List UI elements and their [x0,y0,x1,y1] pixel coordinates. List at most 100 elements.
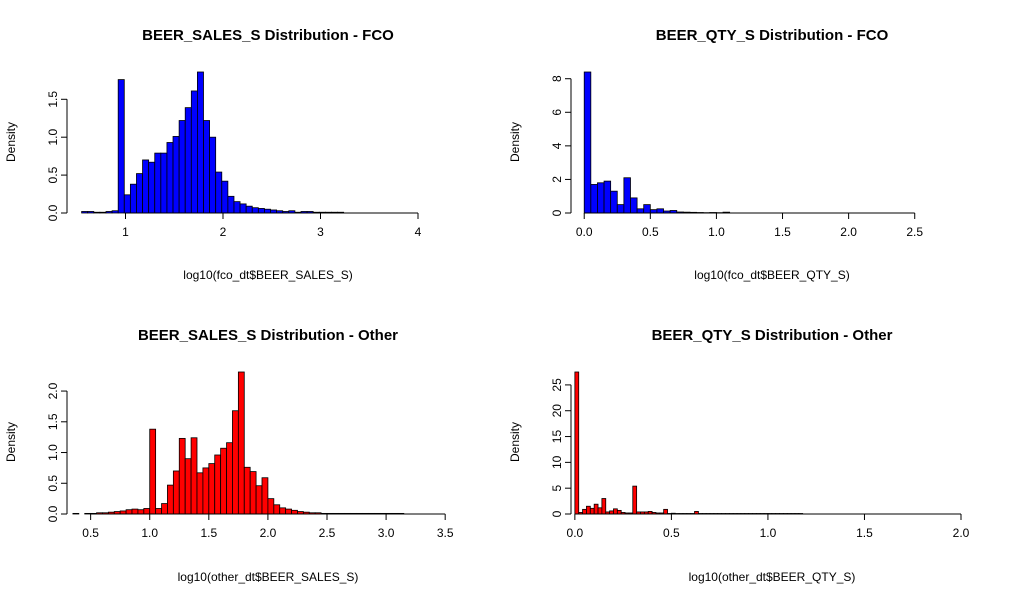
histogram-bar [663,508,668,515]
histogram-bar [245,205,253,214]
histogram-bar [632,485,638,515]
histogram-bar [630,197,638,214]
histogram-bar [209,136,217,214]
histogram-bar [656,208,664,214]
y-tick-label: 5 [550,485,564,492]
x-axis: 0.0 0.5 1.0 1.5 2.0 [567,513,970,540]
chart-title: BEER_SALES_S Distribution - FCO [142,27,394,44]
histogram-bar [136,173,143,214]
histogram-bar [603,180,612,214]
x-tick-label: 2.0 [260,526,277,540]
y-axis: 0.0 0.5 1.0 1.5 [46,91,68,221]
histogram-bar [279,507,287,515]
histogram-bar [239,203,247,214]
y-axis: 0.0 0.5 1.0 1.5 2.0 [46,382,68,522]
x-axis-label: log10(other_dt$BEER_QTY_S) [689,570,856,584]
x-tick-label: 1.0 [760,526,777,540]
histogram-bar [249,471,257,515]
histogram-bar [81,211,89,214]
x-axis-label: log10(fco_dt$BEER_QTY_S) [694,268,849,282]
histogram-bar [243,466,251,515]
x-tick-label: 0.5 [82,526,99,540]
bars [574,371,804,515]
histogram-bar [582,508,587,515]
y-tick-label: 0.5 [46,475,60,492]
x-tick-label: 1.5 [200,526,217,540]
histogram-bar [129,183,137,214]
histogram-bar [220,447,227,515]
x-axis: 1 2 3 4 [122,212,422,239]
histogram-bar [203,120,210,214]
histogram-bar [155,508,162,515]
histogram-bar [197,71,204,214]
panel-other-sales: BEER_SALES_S Distribution - Other log10(… [4,327,454,584]
histogram-bar [87,211,95,214]
y-tick-label: 4 [550,142,564,149]
x-tick-label: 2.5 [319,526,336,540]
histogram-bar [597,507,603,515]
histogram-bar [232,410,239,515]
x-tick-label: 2.0 [953,526,970,540]
histogram-bar [221,180,229,214]
histogram-bar [190,90,198,214]
histogram-bar [111,210,119,214]
x-tick-label: 0.5 [642,225,659,239]
y-tick-label: 1.0 [46,444,60,461]
y-axis-label: Density [508,422,522,462]
histogram-bar [167,484,174,515]
y-tick-label: 2.0 [46,382,60,399]
histogram-bar [184,458,192,515]
y-axis: 0 2 4 6 8 [550,75,572,216]
y-tick-label: 0.5 [46,166,60,183]
histogram-bar [131,508,139,515]
histogram-bar [125,509,133,515]
histogram-bar [649,209,658,214]
x-axis: 0.0 0.5 1.0 1.5 2.0 2.5 [576,212,923,239]
histogram-bar [227,195,235,214]
histogram-bar [142,159,150,214]
histogram-bar [215,171,223,214]
histogram-bar [190,437,198,515]
y-axis-label: Density [508,122,522,162]
x-tick-label: 0.0 [567,526,584,540]
histogram-bar [613,508,618,515]
histogram-bar [161,503,168,515]
y-tick-label: 6 [550,109,564,116]
histogram-bar [586,505,591,515]
y-tick-label: 10 [550,455,564,469]
histogram-bar [285,508,292,515]
x-tick-label: 0.5 [663,526,680,540]
x-tick-label: 1.0 [141,526,158,540]
histogram-bar [208,463,216,515]
histogram-bar [593,503,599,515]
histogram-bar [623,177,631,214]
x-tick-label: 4 [415,225,422,239]
x-axis: 0.5 1.0 1.5 2.0 2.5 3.0 3.5 [82,513,454,540]
y-axis: 0 5 10 15 20 25 [550,378,572,517]
panel-other-qty: BEER_QTY_S Distribution - Other log10(ot… [508,327,970,584]
histogram-bar [233,201,241,214]
histogram-bar [178,120,186,214]
y-tick-label: 0 [550,510,564,517]
histogram-bar [154,152,162,214]
histogram-bar [590,184,598,214]
bars [72,371,405,515]
bars [81,71,345,214]
x-tick-label: 3.0 [378,526,395,540]
histogram-bar [202,467,210,515]
chart-title: BEER_SALES_S Distribution - Other [138,327,398,344]
y-axis-label: Density [4,422,18,462]
chart-title: BEER_QTY_S Distribution - Other [652,327,893,344]
histogram-bar [291,509,298,515]
histogram-bar [264,208,271,214]
histogram-bar [616,204,625,214]
histogram-bar [616,509,622,515]
histogram-bar [117,79,125,214]
histogram-bar [84,512,92,515]
histogram-bar [273,504,281,515]
y-axis-label: Density [4,122,18,162]
y-tick-label: 0.0 [46,204,60,221]
x-tick-label: 1.5 [856,526,873,540]
histogram-bar [251,207,259,214]
